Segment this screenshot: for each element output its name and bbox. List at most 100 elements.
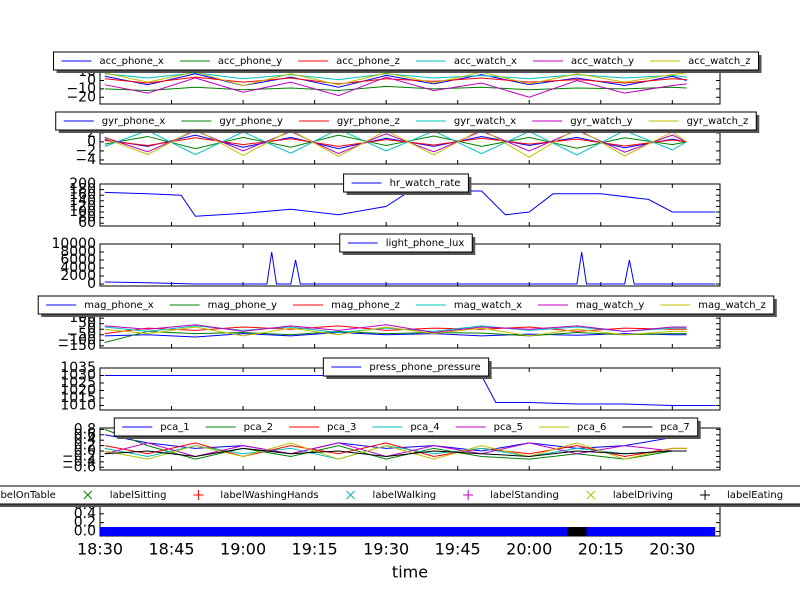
- legend-marker: [83, 490, 93, 500]
- series-line: [104, 442, 687, 460]
- series-line: [104, 447, 687, 457]
- y-tick-label: 0.4: [74, 506, 96, 522]
- legend-marker: [193, 490, 204, 500]
- y-tick-label: 0: [87, 276, 96, 292]
- series-line: [104, 330, 687, 343]
- legend-label: gyr_phone_z: [337, 116, 400, 127]
- legend-box: [113, 417, 699, 437]
- legend-label: mag_phone_x: [84, 300, 154, 311]
- series-line: [104, 251, 716, 285]
- y-tick-label: −0.4: [62, 454, 96, 470]
- legend-label: pca_6: [577, 422, 606, 433]
- y-tick-label: 6000: [60, 252, 96, 268]
- y-tick-label: −4: [75, 152, 96, 168]
- series-line: [104, 85, 687, 92]
- y-tick-label: 0.0: [74, 524, 96, 540]
- legend-box: [52, 51, 760, 71]
- legend-label: gyr_phone_y: [219, 116, 283, 127]
- legend: press_phone_pressure: [322, 357, 492, 379]
- y-tick-label: 120: [69, 198, 96, 214]
- series-line: [104, 128, 687, 156]
- y-tick-label: 0: [87, 134, 96, 150]
- y-tick-label: −50: [66, 327, 96, 343]
- series-line: [104, 325, 687, 335]
- legend-label: acc_watch_z: [688, 56, 750, 67]
- legend-label: gyr_watch_x: [454, 116, 516, 127]
- y-tick-label: 2000: [60, 268, 96, 284]
- legend-box: [339, 233, 473, 253]
- y-tick-label: −100: [58, 332, 96, 348]
- x-tick-label: 19:15: [292, 540, 338, 559]
- legend: acc_phone_x acc_phone_y acc_phone_z acc_wat…: [52, 51, 762, 73]
- series-line: [104, 76, 687, 98]
- legend: hr_watch_rate: [343, 173, 472, 195]
- y-tick-label: 0: [87, 72, 96, 88]
- legend: gyr_phone_x gyr_phone_y gyr_phone_z gyr_wat…: [55, 111, 760, 133]
- y-tick-label: 140: [69, 193, 96, 209]
- legend-label: gyr_watch_z: [687, 116, 749, 127]
- legend-box: [55, 111, 757, 131]
- y-tick-label: 1035: [60, 360, 96, 376]
- legend-marker: [346, 490, 355, 500]
- legend-label: labelSitting: [110, 490, 167, 501]
- y-tick-label: −0.6: [62, 459, 96, 475]
- y-tick-label: 1020: [60, 383, 96, 399]
- legend-label: labelOnTable: [0, 490, 56, 501]
- legend-box: [322, 357, 490, 377]
- y-tick-label: 200: [69, 176, 96, 192]
- y-tick-label: 0: [87, 321, 96, 337]
- x-tick-label: 20:30: [649, 540, 695, 559]
- y-tick-label: 80: [78, 210, 96, 226]
- legend-label: pca_2: [244, 422, 273, 433]
- legend-label: light_phone_lux: [386, 238, 465, 249]
- legend-marker: [463, 490, 474, 500]
- legend-box: [0, 485, 800, 505]
- x-tick-label: 19:30: [363, 540, 409, 559]
- legend-label: labelEating: [727, 490, 783, 501]
- x-axis-label: time: [392, 563, 428, 582]
- y-tick-label: 160: [69, 187, 96, 203]
- legend: labelOnTable labelSitting labelWashingHand…: [0, 485, 800, 507]
- series-line: [104, 326, 687, 337]
- y-tick-label: 0.2: [74, 438, 96, 454]
- legend-label: mag_watch_x: [454, 300, 522, 311]
- legend-label: pca_7: [660, 422, 689, 433]
- y-tick-label: 1010: [60, 398, 96, 414]
- y-tick-label: −0.2: [62, 448, 96, 464]
- legend: pca_1 pca_2 pca_3 pca_4 pca_5 pca_6 pca_7: [113, 417, 701, 439]
- legend-label: pca_1: [160, 422, 189, 433]
- legend-label: gyr_phone_x: [102, 116, 166, 127]
- y-tick-label: 0.8: [74, 421, 96, 437]
- legend-label: acc_watch_x: [454, 56, 517, 67]
- legend-label: labelWalking: [373, 490, 437, 501]
- y-tick-label: 1015: [60, 390, 96, 406]
- x-tick-label: 20:00: [506, 540, 552, 559]
- legend: light_phone_lux: [339, 233, 476, 255]
- y-tick-label: 0.4: [74, 432, 96, 448]
- legend-label: labelStanding: [490, 490, 559, 501]
- series-line: [104, 71, 687, 87]
- y-tick-label: 4000: [60, 260, 96, 276]
- y-tick-label: 180: [69, 182, 96, 198]
- x-tick-label: 18:45: [148, 540, 194, 559]
- y-tick-label: −20: [66, 89, 96, 105]
- legend-marker: [700, 490, 711, 500]
- legend-label: pca_5: [494, 422, 523, 433]
- y-tick-label: 60: [78, 215, 96, 231]
- y-tick-label: 1025: [60, 375, 96, 391]
- legend-box: [37, 295, 775, 315]
- x-tick-label: 18:30: [77, 540, 123, 559]
- legend-label: mag_watch_z: [698, 300, 766, 311]
- y-tick-label: −10: [66, 81, 96, 97]
- legend-label: labelWashingHands: [220, 490, 318, 501]
- legend-label: mag_watch_y: [576, 300, 644, 311]
- y-tick-label: 8000: [60, 244, 96, 260]
- y-tick-label: 100: [69, 204, 96, 220]
- x-tick-label: 19:45: [435, 540, 481, 559]
- legend-label: pca_4: [410, 422, 439, 433]
- legend-label: acc_phone_y: [218, 56, 282, 67]
- legend-label: labelDriving: [613, 490, 673, 501]
- y-tick-label: 0.0: [74, 443, 96, 459]
